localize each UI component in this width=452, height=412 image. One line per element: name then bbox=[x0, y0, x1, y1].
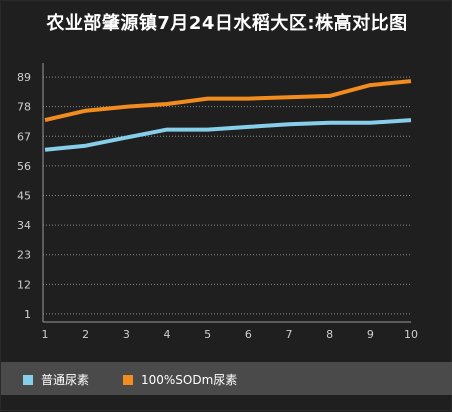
legend-item-series-1[interactable]: 普通尿素 bbox=[23, 371, 89, 387]
y-tick-label-23: 23 bbox=[17, 249, 31, 262]
y-tick-label-89: 89 bbox=[17, 71, 31, 84]
x-tick-label-4: 4 bbox=[164, 328, 171, 341]
series-line-1 bbox=[45, 120, 411, 150]
x-tick-label-10: 10 bbox=[404, 328, 418, 341]
y-tick-label-34: 34 bbox=[17, 219, 31, 232]
x-tick-label-7: 7 bbox=[286, 328, 293, 341]
legend-label-series-2: 100%SODm尿素 bbox=[141, 373, 237, 387]
series-line-2 bbox=[45, 81, 411, 120]
legend-swatch-series-1 bbox=[23, 375, 33, 385]
x-tick-label-8: 8 bbox=[326, 328, 333, 341]
y-tick-label-12: 12 bbox=[17, 278, 31, 291]
y-tick-label-1: 1 bbox=[24, 308, 31, 321]
x-tick-label-6: 6 bbox=[245, 328, 252, 341]
x-tick-label-1: 1 bbox=[42, 328, 49, 341]
legend-item-series-2[interactable]: 100%SODm尿素 bbox=[123, 371, 237, 387]
y-tick-label-45: 45 bbox=[17, 190, 31, 203]
x-tick-label-2: 2 bbox=[82, 328, 89, 341]
x-tick-label-5: 5 bbox=[204, 328, 211, 341]
legend-label-series-1: 普通尿素 bbox=[41, 373, 89, 387]
y-tick-label-56: 56 bbox=[17, 160, 31, 173]
y-tick-label-67: 67 bbox=[17, 130, 31, 143]
x-tick-label-9: 9 bbox=[367, 328, 374, 341]
legend: 普通尿素 100%SODm尿素 bbox=[1, 362, 452, 395]
legend-swatch-series-2 bbox=[123, 375, 133, 385]
x-tick-label-3: 3 bbox=[123, 328, 130, 341]
y-tick-label-78: 78 bbox=[17, 101, 31, 114]
